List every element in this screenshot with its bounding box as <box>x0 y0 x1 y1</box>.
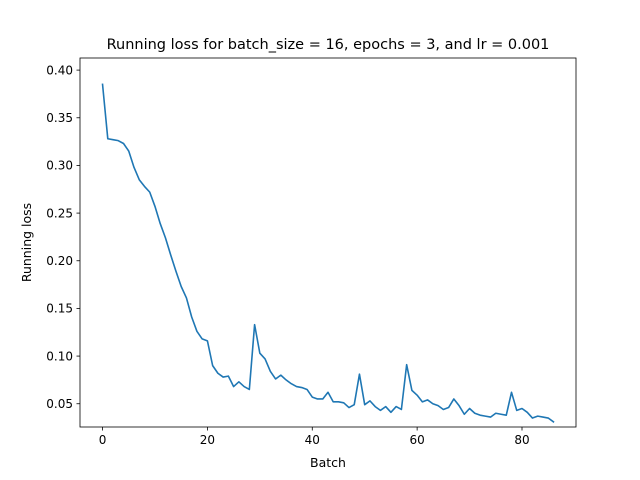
x-axis-label: Batch <box>310 455 346 470</box>
y-tick-label: 0.15 <box>46 302 73 316</box>
series-line-0 <box>101 83 555 423</box>
y-tick-label: 0.35 <box>46 111 73 125</box>
x-tick-label: 60 <box>409 433 424 447</box>
y-axis-label: Running loss <box>19 203 34 282</box>
x-tick-label: 40 <box>305 433 320 447</box>
y-tick-label: 0.30 <box>46 159 73 173</box>
plot-frame <box>79 57 577 428</box>
y-tick-label: 0.05 <box>46 397 73 411</box>
x-tick-label: 80 <box>514 433 529 447</box>
plot-area <box>101 83 555 423</box>
y-tick-label: 0.40 <box>46 63 73 77</box>
y-tick-label: 0.10 <box>46 349 73 363</box>
x-tick-label: 20 <box>200 433 215 447</box>
x-tick-label: 0 <box>99 433 107 447</box>
y-tick-label: 0.25 <box>46 206 73 220</box>
chart-title: Running loss for batch_size = 16, epochs… <box>107 37 550 53</box>
y-tick-label: 0.20 <box>46 254 73 268</box>
